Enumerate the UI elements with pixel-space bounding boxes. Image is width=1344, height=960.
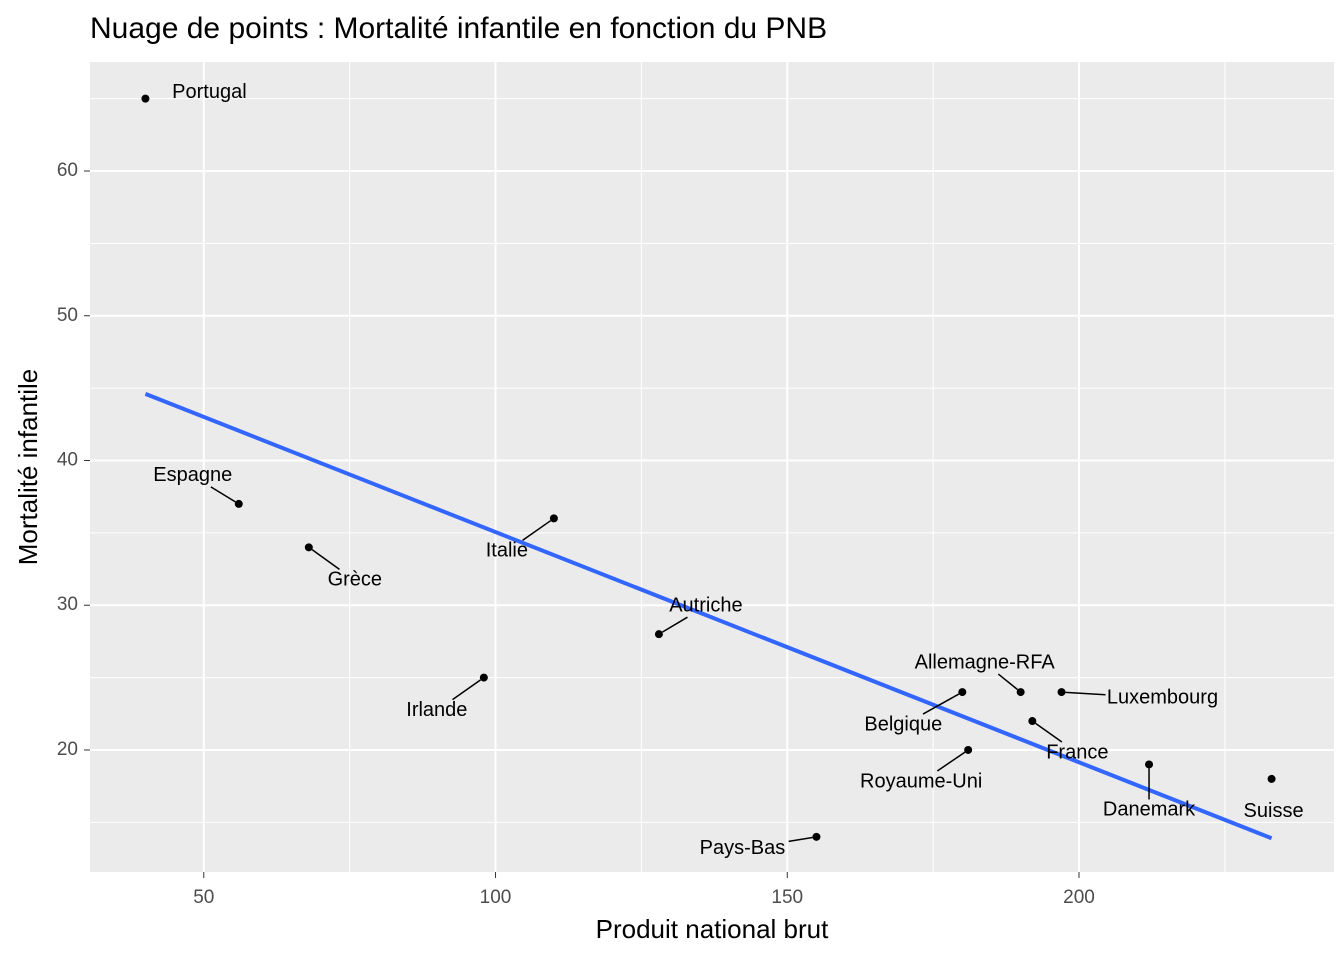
y-tick-label: 50: [57, 305, 78, 326]
point-label: Irlande: [406, 699, 467, 721]
point: [1267, 774, 1276, 783]
label-connector: [1065, 691, 1106, 696]
point: [964, 745, 973, 754]
point-label: Allemagne-RFA: [915, 651, 1056, 673]
point: [1028, 717, 1037, 726]
point-label: Royaume-Uni: [860, 770, 982, 792]
point: [479, 673, 488, 682]
point-label: Espagne: [153, 464, 232, 486]
point-label: Italie: [486, 540, 528, 562]
panel: [90, 62, 1334, 872]
point-label: Luxembourg: [1107, 686, 1218, 708]
y-tick-label: 60: [57, 160, 78, 181]
label-connector: [1035, 722, 1063, 743]
x-axis-title: Produit national brut: [596, 914, 829, 944]
point: [549, 514, 558, 523]
label-connector: [936, 751, 966, 772]
label-connector: [311, 549, 340, 570]
y-tick-label: 30: [57, 594, 78, 615]
point-label: Pays-Bas: [700, 837, 786, 859]
point-label: Portugal: [172, 81, 247, 103]
x-tick-label: 100: [480, 887, 512, 908]
y-tick-label: 40: [57, 450, 78, 471]
x-tick-label: 150: [771, 887, 803, 908]
label-connector: [997, 673, 1019, 691]
point: [1145, 760, 1154, 769]
point: [141, 94, 150, 103]
y-axis-title: Mortalité infantile: [13, 369, 43, 566]
x-tick-label: 50: [193, 887, 214, 908]
point-label: Belgique: [864, 713, 942, 735]
label-connector: [788, 836, 813, 843]
label-connector: [922, 693, 960, 715]
point: [304, 543, 313, 552]
point-label: Suisse: [1244, 800, 1304, 822]
trend-line: [144, 392, 1273, 841]
x-tick-label: 200: [1063, 887, 1095, 908]
point: [958, 688, 967, 697]
point: [1016, 688, 1025, 697]
point-label: Autriche: [669, 594, 742, 616]
label-connector: [522, 520, 552, 541]
y-tick-label: 20: [57, 739, 78, 760]
point: [1057, 688, 1066, 697]
label-connector: [210, 486, 236, 503]
point: [234, 499, 243, 508]
point: [654, 630, 663, 639]
chart-title: Nuage de points : Mortalité infantile en…: [90, 12, 827, 45]
point-label: Danemark: [1103, 799, 1196, 821]
point-label: Grèce: [328, 569, 382, 591]
label-connector: [661, 616, 688, 633]
label-connector: [452, 679, 482, 701]
point: [812, 832, 821, 841]
point-label: France: [1046, 741, 1108, 763]
